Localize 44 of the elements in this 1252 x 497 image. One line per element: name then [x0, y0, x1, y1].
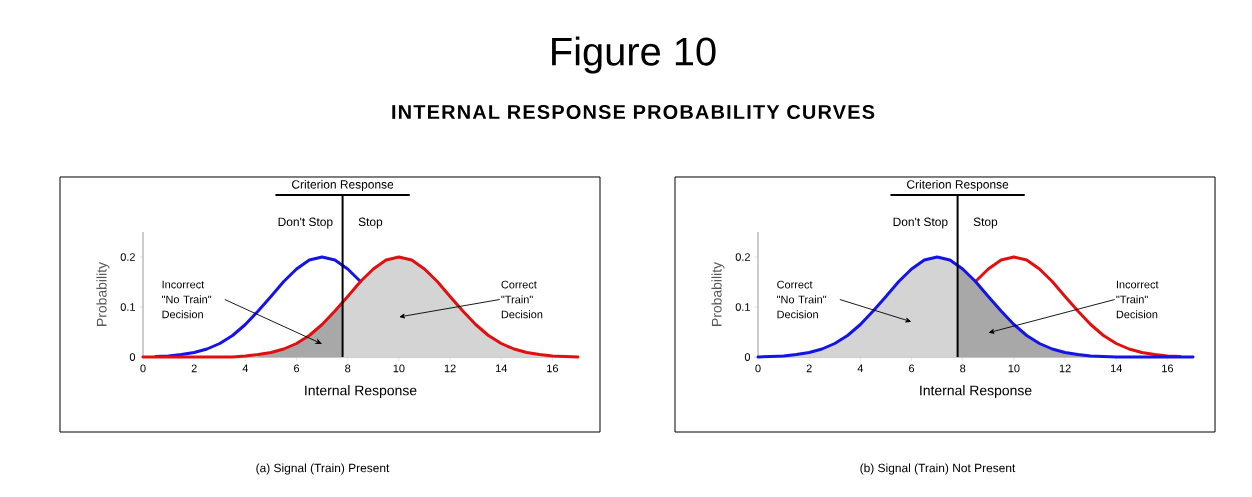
- x-tick-label: 12: [444, 364, 456, 373]
- y-axis-title: Probability: [96, 261, 110, 326]
- x-tick-label: 8: [960, 364, 966, 373]
- line-series: [974, 255, 1182, 358]
- x-tick-label: 0: [755, 364, 761, 373]
- text: INTERNAL RESPONSE PROBABILITY CURVES: [392, 104, 875, 120]
- x-tick-label: 2: [191, 364, 197, 373]
- x-tick-label: 2: [806, 364, 812, 373]
- text: Stop: [973, 217, 998, 229]
- y-tick-label: 0.1: [120, 303, 135, 311]
- y-tick-label: 0.1: [735, 303, 750, 311]
- y-tick-label: 0: [129, 353, 136, 361]
- y-tick-label: 0.2: [735, 253, 750, 261]
- x-tick-label: 8: [345, 364, 351, 373]
- text: Don't Stop: [893, 217, 948, 229]
- text: (b) Signal (Train) Not Present: [860, 463, 1016, 475]
- x-tick-label: 14: [1110, 364, 1123, 373]
- x-tick-label: 6: [294, 364, 300, 373]
- x-tick-label: 16: [1162, 364, 1174, 373]
- x-tick-label: 16: [547, 364, 559, 373]
- y-tick-label: 0.2: [120, 253, 135, 261]
- x-tick-label: 4: [242, 364, 249, 373]
- annotation: Correct "Train" Decision: [501, 280, 543, 319]
- text: (a) Signal (Train) Present: [256, 463, 390, 475]
- x-tick-label: 12: [1059, 364, 1071, 373]
- x-tick-label: 6: [909, 364, 915, 373]
- text: Stop: [358, 217, 383, 229]
- y-tick-label: 0: [744, 353, 751, 361]
- annotation: Incorrect "Train" Decision: [1116, 280, 1159, 319]
- x-tick-label: 0: [140, 364, 146, 373]
- y-axis-title: Probability: [711, 261, 725, 326]
- annotation: Correct "No Train" Decision: [777, 280, 827, 319]
- x-tick-label: 14: [495, 364, 507, 373]
- x-axis-title: Internal Response: [920, 385, 1032, 399]
- x-tick-label: 4: [857, 364, 864, 373]
- x-tick-label: 10: [393, 364, 405, 373]
- ref-line-label: Criterion Response: [292, 179, 394, 192]
- ref-line-label: Criterion Response: [907, 179, 1009, 192]
- x-axis-title: Internal Response: [305, 385, 417, 399]
- chart-title: Figure 10: [552, 36, 716, 74]
- annotation: Incorrect "No Train" Decision: [162, 280, 212, 319]
- x-tick-label: 10: [1008, 364, 1020, 373]
- text: Don't Stop: [278, 217, 333, 229]
- line-series: [154, 255, 362, 358]
